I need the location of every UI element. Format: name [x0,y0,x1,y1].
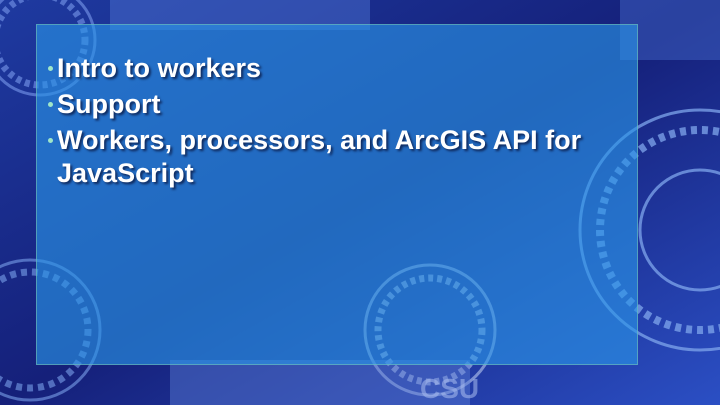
bullet-list: Intro to workers Support Workers, proces… [48,52,628,193]
bullet-text: Workers, processors, and ArcGIS API for … [57,125,582,188]
bullet-item: Intro to workers [48,52,628,85]
bullet-text: Intro to workers [57,53,262,83]
bullet-text: Support [57,89,161,119]
bullet-item: Workers, processors, and ArcGIS API for … [48,124,628,190]
background-engraving: CSU [420,373,479,404]
bullet-dot-icon [48,102,53,107]
bullet-dot-icon [48,138,53,143]
content-panel [36,24,638,365]
bullet-dot-icon [48,66,53,71]
bullet-item: Support [48,88,628,121]
